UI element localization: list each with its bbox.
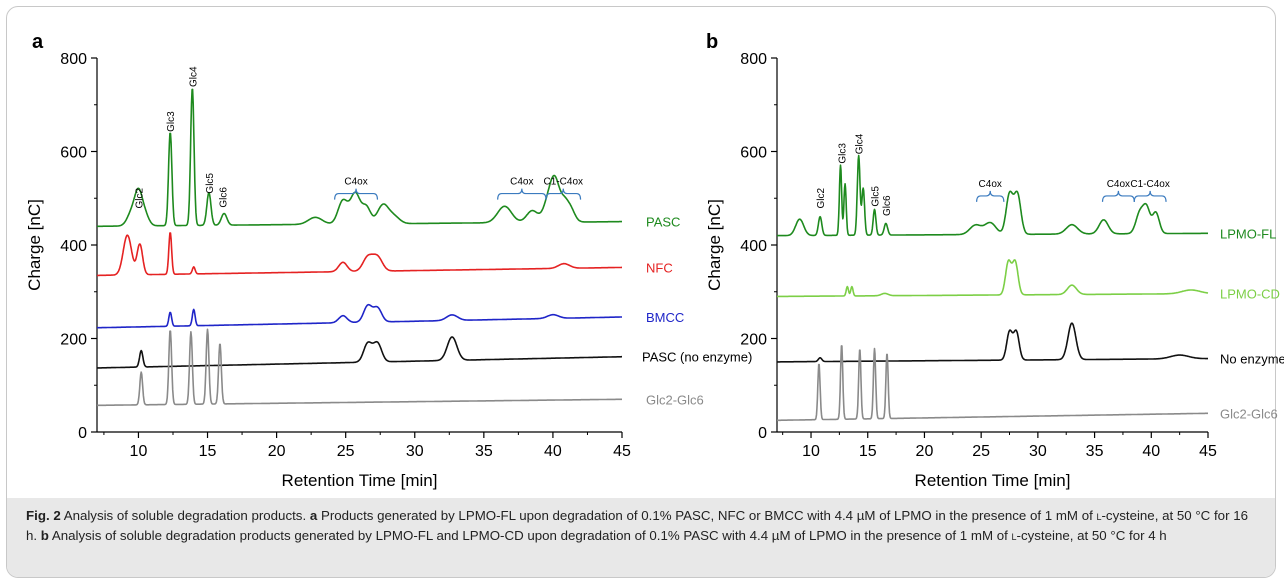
caption-band xyxy=(7,498,1275,577)
y-tick-label: 200 xyxy=(60,332,87,349)
series-line-no-enzyme xyxy=(776,322,1209,363)
x-tick-label: 45 xyxy=(613,443,631,460)
x-tick-label: 25 xyxy=(337,443,355,460)
y-tick-label: 400 xyxy=(60,238,87,255)
x-tick-label: 20 xyxy=(916,443,934,460)
caption-l-prefix-1: l xyxy=(1096,508,1102,523)
x-tick-label: 35 xyxy=(1086,443,1104,460)
series-line-lpmo-fl xyxy=(776,154,1209,237)
series-label: BMCC xyxy=(646,310,684,325)
caption-panel-a-letter: a xyxy=(309,508,318,523)
y-tick-label: 800 xyxy=(60,51,87,68)
x-tick-label: 30 xyxy=(406,443,424,460)
peak-annotation: Glc6 xyxy=(882,195,893,216)
series-line-bmcc xyxy=(96,303,623,329)
peak-annotation: Glc3 xyxy=(166,111,177,132)
x-axis-label: Retention Time [min] xyxy=(915,471,1071,490)
x-tick-label: 40 xyxy=(1142,443,1160,460)
series-label: PASC (no enzyme) xyxy=(642,350,752,365)
bracket-mark xyxy=(976,190,1005,202)
x-tick-label: 40 xyxy=(544,443,562,460)
y-axis-label: Charge [nC] xyxy=(705,199,724,291)
x-tick-label: 35 xyxy=(475,443,493,460)
x-tick-label: 10 xyxy=(130,443,148,460)
caption-l-prefix-2: l xyxy=(1011,528,1017,543)
caption-fig-label: Fig. 2 xyxy=(26,508,61,523)
x-tick-label: 15 xyxy=(859,443,877,460)
series-label: LPMO-FL xyxy=(1220,226,1276,241)
series-line-glc2-glc6 xyxy=(96,328,623,407)
panel-b-letter: b xyxy=(706,31,718,53)
bracket-label: C4ox xyxy=(1107,179,1130,190)
series-line-glc2-glc6 xyxy=(776,345,1209,422)
y-tick-label: 600 xyxy=(740,145,767,162)
peak-annotation: Glc5 xyxy=(871,186,882,207)
y-tick-label: 600 xyxy=(60,145,87,162)
x-tick-label: 15 xyxy=(199,443,217,460)
series-label: LPMO-CD xyxy=(1220,287,1280,302)
series-line-lpmo-cd xyxy=(776,259,1209,298)
caption-text-5: -cysteine, at 50 °C for 4 h xyxy=(1016,528,1167,543)
y-tick-label: 200 xyxy=(740,332,767,349)
caption-panel-b-letter: b xyxy=(40,528,49,543)
bracket-mark xyxy=(497,188,547,200)
series-line-pasc xyxy=(96,88,623,228)
caption-text-2: Products generated by LPMO-FL upon degra… xyxy=(317,508,1097,523)
y-tick-label: 800 xyxy=(740,51,767,68)
peak-annotation: Glc5 xyxy=(205,173,216,194)
x-tick-label: 30 xyxy=(1029,443,1047,460)
series-line-nfc xyxy=(96,232,623,277)
peak-annotation: Glc3 xyxy=(838,143,849,164)
panel-a-letter: a xyxy=(32,31,44,53)
x-axis-label: Retention Time [min] xyxy=(282,471,438,490)
series-label: NFC xyxy=(646,260,673,275)
bracket-mark xyxy=(1133,190,1167,202)
figure-caption: Fig. 2 Analysis of soluble degradation p… xyxy=(26,506,1256,546)
x-tick-label: 45 xyxy=(1199,443,1217,460)
x-tick-label: 10 xyxy=(802,443,820,460)
peak-annotation: Glc4 xyxy=(188,66,199,87)
caption-text-3: -cysteine, at 50 °C for 16 h. xyxy=(26,508,1248,543)
y-axis-label: Charge [nC] xyxy=(25,199,44,291)
bracket-label: C1-C4ox xyxy=(544,177,583,188)
caption-text-4: Analysis of soluble degradation products… xyxy=(48,528,1012,543)
series-label: PASC xyxy=(646,215,680,230)
series-line-pasc-no-enzyme- xyxy=(96,336,623,369)
bracket-mark xyxy=(1101,190,1135,202)
peak-annotation: Glc2 xyxy=(816,188,827,209)
x-tick-label: 25 xyxy=(972,443,990,460)
y-tick-label: 400 xyxy=(740,238,767,255)
panel-a-chart: a 0 200 400 600 800 10 15 20 25 30 35 40 45 Retention … xyxy=(25,31,752,490)
peak-annotation: Glc6 xyxy=(219,187,230,208)
series-label: Glc2-Glc6 xyxy=(1220,406,1278,421)
peak-annotation: Glc2 xyxy=(134,188,145,209)
caption-text-1: Analysis of soluble degradation products… xyxy=(60,508,310,523)
bracket-mark xyxy=(545,188,582,200)
series-label: No enzyme xyxy=(1220,352,1284,367)
y-tick-label: 0 xyxy=(78,425,87,442)
panel-b-chart: b 0 200 400 600 800 10 15 20 25 30 35 40 45 Retention … xyxy=(705,31,1284,490)
bracket-label: C4ox xyxy=(510,177,533,188)
bracket-label: C1-C4ox xyxy=(1130,179,1169,190)
bracket-label: C4ox xyxy=(979,179,1002,190)
y-tick-label: 0 xyxy=(758,425,767,442)
bracket-mark xyxy=(334,188,379,200)
peak-annotation: Glc4 xyxy=(855,133,866,154)
series-label: Glc2-Glc6 xyxy=(646,392,704,407)
x-tick-label: 20 xyxy=(268,443,286,460)
bracket-label: C4ox xyxy=(344,177,367,188)
